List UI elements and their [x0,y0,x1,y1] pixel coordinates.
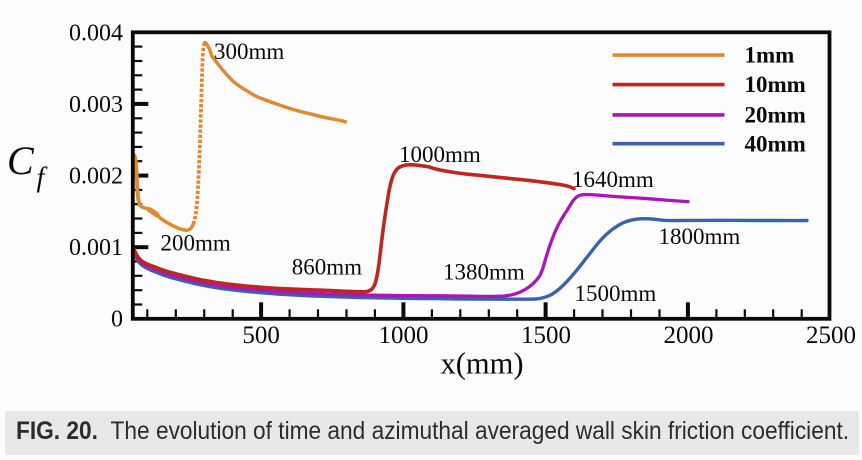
svg-text:x(mm): x(mm) [440,347,523,381]
svg-text:0.001: 0.001 [69,235,123,261]
svg-text:0.004: 0.004 [69,20,123,46]
svg-text:860mm: 860mm [292,255,362,280]
svg-text:300mm: 300mm [214,39,284,64]
svg-text:0.002: 0.002 [69,164,123,190]
svg-text:2500: 2500 [806,322,856,349]
svg-text:2000: 2000 [664,322,714,349]
svg-text:1000mm: 1000mm [399,142,481,167]
svg-text:500: 500 [242,322,280,349]
svg-text:0.003: 0.003 [69,92,123,118]
svg-text:10mm: 10mm [745,72,806,97]
svg-text:1mm: 1mm [745,43,795,68]
svg-text:f: f [37,163,48,194]
svg-text:1640mm: 1640mm [572,167,654,192]
svg-text:1380mm: 1380mm [443,260,525,285]
svg-text:C: C [7,138,35,183]
svg-text:40mm: 40mm [745,131,806,156]
svg-text:20mm: 20mm [745,103,806,128]
svg-text:1000: 1000 [379,322,429,349]
svg-text:0: 0 [111,307,123,333]
svg-text:200mm: 200mm [161,231,231,256]
svg-text:1500mm: 1500mm [575,281,657,306]
svg-text:1800mm: 1800mm [659,224,741,249]
svg-text:1500: 1500 [521,322,571,349]
